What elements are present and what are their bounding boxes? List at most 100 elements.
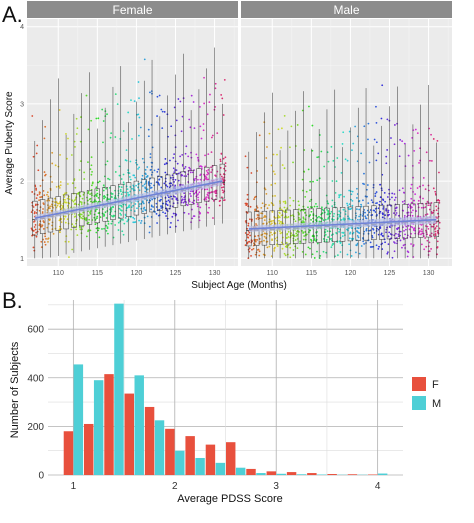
data-point (403, 142, 406, 145)
data-point (391, 192, 394, 195)
data-point (364, 215, 367, 218)
data-point (114, 224, 117, 226)
data-point (342, 131, 345, 134)
data-point (63, 201, 66, 203)
data-point (99, 216, 102, 218)
data-point (430, 160, 433, 162)
data-point (203, 76, 205, 79)
data-point (330, 237, 333, 240)
data-point (259, 240, 261, 243)
x-tick-label: 4 (375, 481, 381, 492)
data-point (387, 214, 390, 217)
data-point (326, 208, 328, 211)
data-point (43, 171, 46, 173)
data-point (156, 95, 159, 98)
data-point (59, 181, 62, 183)
data-point (118, 216, 121, 219)
panel-a-label: A. (2, 2, 23, 27)
data-point (138, 97, 140, 100)
data-point (247, 240, 250, 243)
data-point (308, 200, 311, 203)
data-point (298, 231, 300, 233)
data-point (144, 182, 147, 184)
data-point (272, 170, 275, 173)
data-point (424, 237, 427, 239)
data-point (35, 189, 38, 191)
data-point (311, 124, 314, 127)
data-point (127, 205, 130, 208)
data-point (327, 160, 330, 163)
data-point (105, 224, 108, 227)
data-point (316, 156, 319, 159)
data-point (31, 191, 34, 193)
data-point (375, 191, 378, 193)
data-point (426, 225, 429, 228)
data-point (169, 176, 172, 179)
bar-F (104, 374, 114, 475)
data-point (38, 193, 41, 195)
data-point (289, 204, 292, 207)
data-point (67, 137, 69, 140)
data-point (35, 197, 38, 200)
data-point (126, 191, 129, 194)
data-point (173, 171, 176, 174)
data-point (110, 214, 113, 217)
data-point (332, 215, 335, 218)
data-point (348, 243, 351, 246)
data-point (351, 204, 354, 207)
data-point (270, 184, 273, 186)
data-point (342, 208, 345, 211)
data-point (40, 246, 43, 249)
data-point (124, 191, 127, 194)
data-point (368, 161, 371, 164)
bar-F (185, 436, 195, 475)
data-point (194, 177, 197, 180)
data-point (43, 221, 45, 224)
data-point (327, 213, 330, 216)
data-point (179, 155, 182, 158)
data-point (118, 174, 121, 177)
data-point (143, 183, 146, 186)
data-point (40, 240, 43, 243)
data-point (142, 202, 145, 205)
data-point (310, 218, 312, 221)
data-point (161, 110, 164, 113)
data-point (342, 231, 345, 234)
data-point (118, 165, 121, 168)
data-point (114, 136, 117, 138)
data-point (297, 216, 300, 219)
data-point (85, 94, 88, 97)
data-point (98, 227, 100, 230)
data-point (126, 188, 129, 191)
data-point (302, 238, 305, 241)
data-point (165, 184, 168, 187)
data-point (254, 195, 257, 198)
data-point (426, 200, 429, 203)
data-point (316, 250, 318, 253)
data-point (384, 214, 387, 217)
data-point (148, 201, 150, 204)
data-point (149, 91, 151, 94)
data-point (410, 243, 412, 245)
data-point (281, 247, 284, 250)
data-point (103, 227, 105, 230)
data-point (156, 222, 159, 224)
data-point (414, 128, 417, 131)
data-point (180, 174, 183, 177)
data-point (193, 199, 196, 202)
data-point (132, 184, 135, 187)
data-point (301, 109, 304, 112)
data-point (91, 182, 94, 185)
data-point (155, 202, 158, 205)
data-point (329, 212, 332, 215)
data-point (122, 173, 125, 176)
data-point (397, 233, 400, 236)
data-point (80, 201, 83, 204)
data-point (222, 183, 225, 186)
data-point (406, 237, 409, 239)
data-point (302, 216, 305, 219)
data-point (397, 235, 400, 238)
data-point (341, 231, 344, 234)
data-point (398, 230, 401, 233)
data-point (150, 182, 152, 185)
